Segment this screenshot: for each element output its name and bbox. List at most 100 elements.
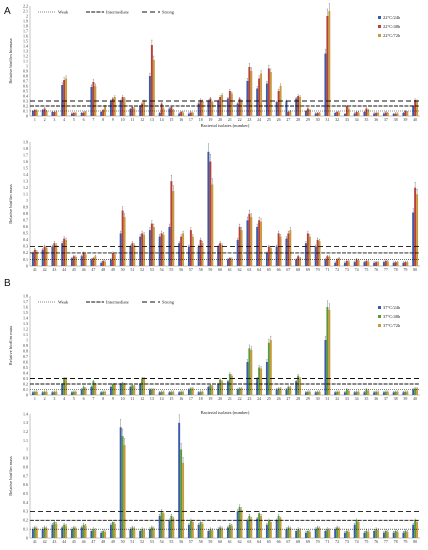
bar bbox=[277, 388, 280, 395]
y-tick-label: 0.8 bbox=[23, 464, 28, 469]
bar bbox=[199, 391, 202, 395]
bar bbox=[347, 390, 350, 395]
bar bbox=[65, 378, 68, 395]
bar bbox=[236, 511, 239, 538]
y-tick-label: 0.2 bbox=[23, 518, 28, 523]
bar bbox=[402, 532, 405, 538]
bar bbox=[304, 111, 307, 116]
x-tick-label: 70 bbox=[316, 539, 320, 544]
bar bbox=[199, 522, 202, 538]
bar bbox=[314, 392, 317, 395]
y-axis-label: Relative biofilm mass bbox=[8, 326, 13, 366]
y-tick-label: 0.3 bbox=[23, 98, 28, 103]
bar bbox=[386, 261, 389, 266]
bar bbox=[256, 88, 259, 116]
x-tick-label: 72 bbox=[335, 539, 339, 544]
x-tick-label: 55 bbox=[169, 267, 173, 272]
x-tick-label: 49 bbox=[111, 267, 115, 272]
bar bbox=[353, 113, 356, 116]
bar bbox=[80, 256, 83, 266]
bar bbox=[338, 258, 341, 266]
y-tick-label: 0.8 bbox=[23, 348, 28, 353]
y-tick-label: 1.8 bbox=[23, 293, 28, 298]
x-tick-label: 59 bbox=[208, 267, 212, 272]
bar bbox=[295, 381, 298, 395]
x-tick-label: 7 bbox=[92, 396, 94, 401]
bar bbox=[382, 392, 385, 395]
bar bbox=[150, 527, 153, 538]
legend-series-label: 37°C/48h bbox=[383, 314, 401, 319]
bar bbox=[414, 520, 417, 538]
x-tick-label: 52 bbox=[140, 539, 144, 544]
bar bbox=[63, 238, 66, 266]
bar bbox=[113, 523, 116, 538]
bar bbox=[297, 256, 300, 266]
bar bbox=[412, 106, 415, 116]
x-tick-label: 18 bbox=[199, 117, 203, 122]
bar bbox=[160, 511, 163, 538]
bar bbox=[338, 528, 341, 538]
y-tick-label: 0.6 bbox=[23, 359, 28, 364]
bar bbox=[131, 385, 134, 395]
bar bbox=[363, 532, 366, 538]
bar bbox=[129, 386, 132, 395]
x-tick-label: 15 bbox=[169, 117, 173, 122]
bar bbox=[211, 184, 214, 266]
bar bbox=[133, 386, 136, 395]
bar bbox=[141, 378, 144, 395]
bar bbox=[316, 527, 319, 538]
y-tick-label: 0.8 bbox=[23, 73, 28, 78]
bar bbox=[187, 524, 190, 538]
bar bbox=[150, 45, 153, 116]
x-tick-label: 24 bbox=[257, 117, 261, 122]
x-tick-label: 57 bbox=[189, 267, 193, 272]
bar bbox=[308, 110, 311, 116]
x-tick-label: 68 bbox=[296, 267, 300, 272]
bar bbox=[260, 221, 263, 266]
x-tick-label: 20 bbox=[218, 396, 222, 401]
bar bbox=[299, 530, 302, 538]
y-tick-label: 0.7 bbox=[23, 218, 28, 223]
bar bbox=[230, 93, 233, 116]
x-tick-label: 27 bbox=[286, 396, 290, 401]
y-tick-label: 0.4 bbox=[23, 500, 28, 505]
bar bbox=[226, 527, 229, 538]
bar bbox=[260, 515, 263, 538]
y-tick-label: 1.2 bbox=[23, 326, 28, 331]
y-tick-label: 1.4 bbox=[23, 315, 28, 320]
bar bbox=[51, 112, 54, 116]
bar bbox=[396, 391, 399, 395]
y-tick-label: 1.7 bbox=[23, 299, 28, 304]
bar bbox=[123, 445, 126, 538]
x-tick-label: 36 bbox=[374, 117, 378, 122]
y-tick-label: 0 bbox=[26, 263, 28, 268]
bar bbox=[250, 518, 253, 538]
bar bbox=[324, 530, 327, 538]
x-tick-label: 56 bbox=[179, 267, 183, 272]
bar bbox=[189, 230, 192, 266]
bar bbox=[74, 528, 77, 538]
x-tick-label: 29 bbox=[306, 117, 310, 122]
x-tick-label: 43 bbox=[52, 539, 56, 544]
x-tick-label: 72 bbox=[335, 267, 339, 272]
y-tick-label: 1.6 bbox=[23, 304, 28, 309]
bar bbox=[363, 392, 366, 395]
y-tick-label: 1.5 bbox=[23, 165, 28, 170]
x-tick-label: 10 bbox=[121, 396, 125, 401]
y-tick-label: 1 bbox=[26, 337, 28, 342]
x-tick-label: 9 bbox=[112, 117, 114, 122]
bar bbox=[51, 524, 54, 538]
x-tick-label: 38 bbox=[394, 117, 398, 122]
x-tick-label: 53 bbox=[150, 267, 154, 272]
x-tick-label: 59 bbox=[208, 539, 212, 544]
bar bbox=[416, 388, 419, 395]
bar bbox=[123, 217, 126, 266]
y-tick-label: 2 bbox=[26, 13, 28, 18]
bar bbox=[74, 256, 77, 266]
bar bbox=[189, 112, 192, 116]
bar bbox=[363, 112, 366, 116]
x-tick-label: 26 bbox=[277, 396, 281, 401]
x-tick-label: 15 bbox=[169, 396, 173, 401]
x-tick-label: 61 bbox=[228, 267, 232, 272]
bar bbox=[74, 391, 77, 395]
